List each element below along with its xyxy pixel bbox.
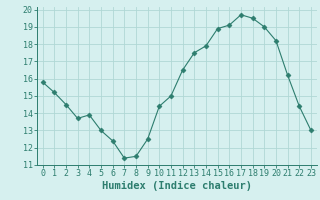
X-axis label: Humidex (Indice chaleur): Humidex (Indice chaleur)	[102, 181, 252, 191]
